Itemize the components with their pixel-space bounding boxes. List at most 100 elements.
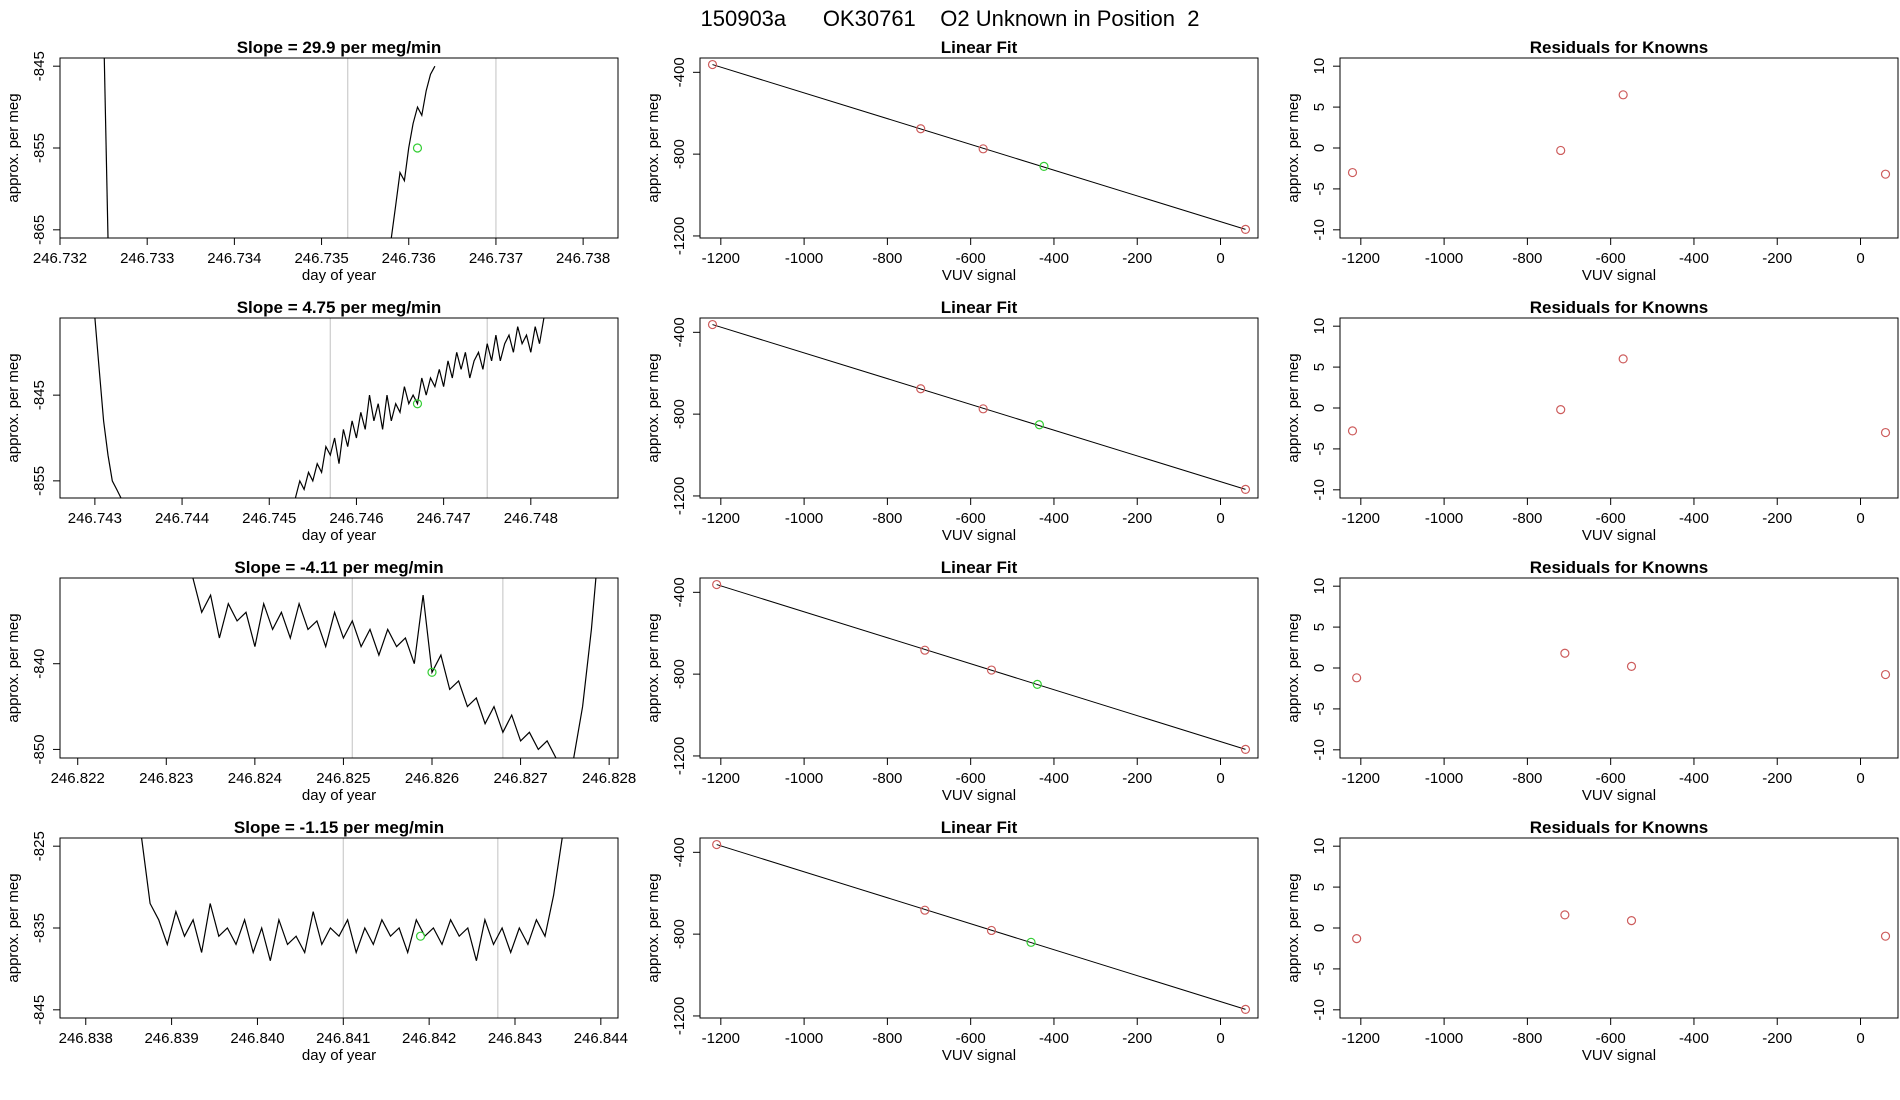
- x-tick-label: -400: [1679, 510, 1709, 527]
- x-axis-label: VUV signal: [942, 787, 1016, 804]
- panel-title: Linear Fit: [941, 298, 1018, 317]
- x-tick-label: 0: [1856, 250, 1864, 267]
- x-tick-label: -200: [1122, 250, 1152, 267]
- x-tick-label: 0: [1216, 510, 1224, 527]
- x-tick-label: 246.823: [139, 770, 193, 787]
- y-tick-label: -5: [1311, 702, 1328, 715]
- fit-line: [716, 584, 1246, 750]
- y-tick-label: -835: [31, 913, 48, 943]
- x-tick-label: 246.840: [230, 1030, 284, 1047]
- x-tick-label: 0: [1216, 250, 1224, 267]
- x-axis-label: day of year: [302, 787, 376, 804]
- x-tick-label: 246.843: [488, 1030, 542, 1047]
- x-tick-label: -1000: [785, 250, 823, 267]
- known-point: [1618, 90, 1628, 100]
- known-point: [1556, 405, 1566, 415]
- y-tick-label: -855: [31, 133, 48, 163]
- unknown-point: [1032, 679, 1042, 689]
- known-point: [978, 404, 988, 414]
- x-tick-label: 246.746: [329, 510, 383, 527]
- panel-grid: Slope = 29.9 per meg/min 246.732 246.733 24…: [5, 38, 1899, 1064]
- known-point: [1560, 648, 1570, 658]
- x-tick-label: 246.826: [405, 770, 459, 787]
- unknown-point: [1039, 161, 1049, 172]
- plot-area: [1352, 910, 1891, 944]
- x-tick-label: 246.825: [316, 770, 370, 787]
- x-tick-label: -600: [1596, 510, 1626, 527]
- x-tick-label: -1000: [1425, 510, 1463, 527]
- x-axis-label: VUV signal: [942, 267, 1016, 284]
- x-tick-label: -400: [1679, 1030, 1709, 1047]
- panel-title: Slope = -4.11 per meg/min: [234, 558, 443, 577]
- x-tick-label: -800: [1512, 250, 1542, 267]
- y-tick-label: 0: [1311, 924, 1328, 932]
- y-tick-label: -845: [31, 380, 48, 410]
- panel-title: Residuals for Knowns: [1530, 38, 1709, 57]
- known-point: [1880, 669, 1891, 680]
- known-point: [707, 59, 718, 70]
- plot-area: [141, 838, 563, 1018]
- x-tick-label: -400: [1039, 770, 1069, 787]
- panel-frame: [59, 317, 619, 499]
- plot-area: [94, 318, 545, 498]
- x-tick-label: -800: [872, 770, 902, 787]
- y-tick-label: -1200: [671, 477, 688, 515]
- known-point: [1240, 1004, 1251, 1015]
- x-tick-label: 246.736: [382, 250, 436, 267]
- known-point: [1347, 426, 1358, 436]
- series-line-trace-edge: [103, 58, 109, 238]
- x-tick-label: -1000: [1425, 250, 1463, 267]
- known-point: [1560, 910, 1570, 920]
- panel-frame: [1339, 317, 1899, 499]
- panel-linear-fit-row-2: Linear Fit -1200 -1000 -800 -600 -400 -200 0 VUV…: [645, 298, 1259, 544]
- known-point: [978, 144, 988, 154]
- x-tick-label: -400: [1679, 770, 1709, 787]
- y-tick-label: 10: [1311, 58, 1328, 75]
- known-point: [1880, 931, 1891, 941]
- series-line-trace-edge: [94, 318, 122, 498]
- unknown-point: [1026, 937, 1036, 947]
- y-axis-label: approx. per meg: [1285, 353, 1302, 462]
- x-axis-label: VUV signal: [1582, 267, 1656, 284]
- unknown-point: [427, 667, 437, 677]
- y-tick-label: -5: [1311, 442, 1328, 455]
- x-tick-label: 246.844: [574, 1030, 628, 1047]
- y-axis-label: approx. per meg: [645, 873, 662, 982]
- known-point: [1626, 661, 1637, 671]
- x-tick-label: 246.828: [582, 770, 636, 787]
- known-point: [1347, 167, 1358, 178]
- x-tick-label: -200: [1122, 770, 1152, 787]
- panel-title: Slope = 29.9 per meg/min: [237, 38, 442, 57]
- x-tick-label: 246.744: [155, 510, 209, 527]
- x-axis-label: VUV signal: [1582, 787, 1656, 804]
- known-point: [1352, 934, 1362, 944]
- known-point: [712, 579, 722, 590]
- x-tick-label: 0: [1856, 510, 1864, 527]
- series-line-trace-edge: [573, 578, 597, 758]
- x-axis-label: VUV signal: [942, 1047, 1016, 1064]
- x-tick-label: -400: [1039, 250, 1069, 267]
- y-tick-label: -825: [31, 831, 48, 861]
- panel-title: Linear Fit: [941, 38, 1018, 57]
- x-tick-label: -1000: [1425, 770, 1463, 787]
- panel-residuals-row-2: Residuals for Knowns-1200 -1000 -800 -600 -4…: [1285, 298, 1899, 544]
- y-tick-label: 10: [1311, 318, 1328, 335]
- x-tick-label: 0: [1216, 1030, 1224, 1047]
- x-tick-label: 246.839: [144, 1030, 198, 1047]
- x-tick-label: 246.841: [316, 1030, 370, 1047]
- plot-area: [712, 579, 1251, 755]
- x-tick-label: -800: [1512, 510, 1542, 527]
- x-tick-label: -600: [956, 770, 986, 787]
- x-axis-label: day of year: [302, 267, 376, 284]
- y-tick-label: -1200: [671, 217, 688, 255]
- y-tick-label: -800: [671, 659, 688, 689]
- plot-area: [1347, 354, 1891, 438]
- panel-frame: [699, 317, 1259, 499]
- y-axis-label: approx. per meg: [645, 353, 662, 462]
- y-tick-label: -400: [671, 837, 688, 867]
- x-tick-label: 246.838: [59, 1030, 113, 1047]
- x-tick-label: -800: [1512, 770, 1542, 787]
- panel-timeseries-row-1: Slope = 29.9 per meg/min 246.732 246.733 24…: [5, 38, 619, 284]
- y-tick-label: -10: [1311, 479, 1328, 501]
